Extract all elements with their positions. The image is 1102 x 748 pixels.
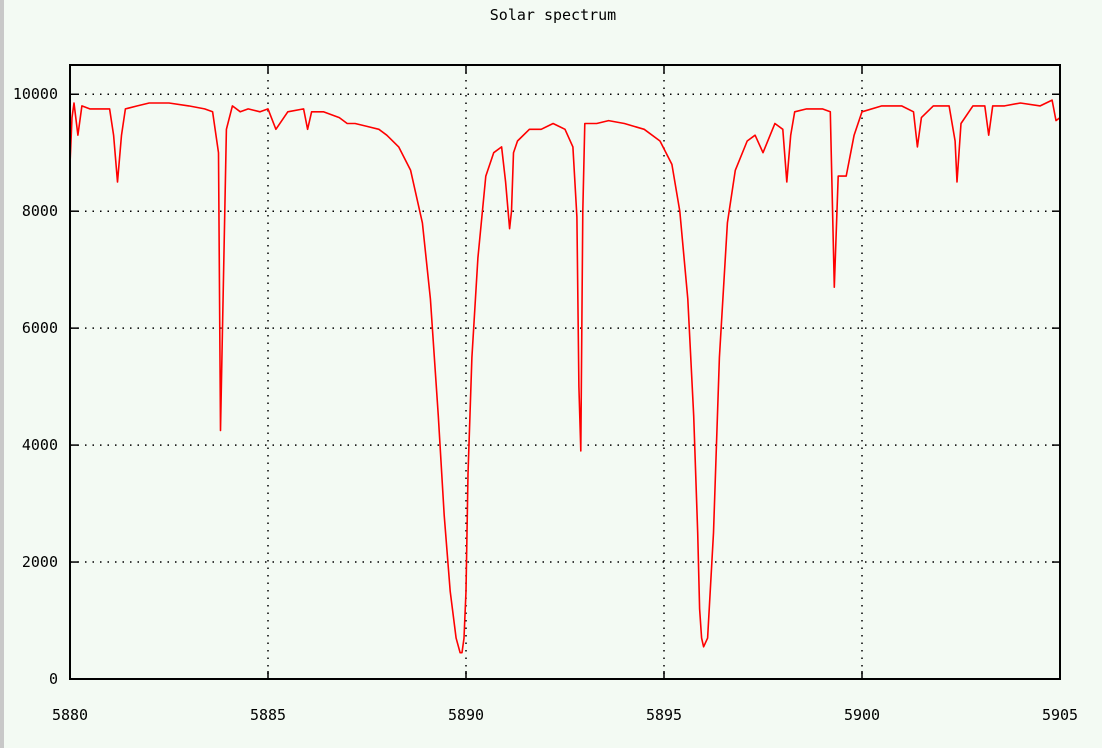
- y-tick-label: 8000: [22, 202, 58, 220]
- plot-border: [69, 64, 1061, 680]
- chart-plot: 5880 5885 5890 5895 5900 5905 0 2000 4000 6000 800…: [13, 64, 1078, 724]
- chart-title: Solar spectrum: [489, 6, 617, 24]
- grid-lines: [70, 65, 1060, 679]
- x-tick-label: 5895: [646, 706, 682, 724]
- x-tick-label: 5885: [250, 706, 286, 724]
- tick-labels: 5880 5885 5890 5895 5900 5905 0 2000 4000 6000 800…: [13, 85, 1078, 724]
- y-tick-label: 2000: [22, 553, 58, 571]
- x-tick-label: 5905: [1042, 706, 1078, 724]
- x-tick-label: 5880: [52, 706, 88, 724]
- y-tick-label: 6000: [22, 319, 58, 337]
- spectrum-line: [69, 99, 1061, 654]
- series-layer: [69, 99, 1061, 654]
- x-tick-label: 5900: [844, 706, 880, 724]
- x-tick-label: 5890: [448, 706, 484, 724]
- y-tick-label: 10000: [13, 85, 58, 103]
- y-tick-label: 4000: [22, 436, 58, 454]
- chart-frame: Solar spectrum 5880 5885 5890 5895 5900 5905 0…: [4, 0, 1102, 748]
- y-tick-label: 0: [49, 670, 58, 688]
